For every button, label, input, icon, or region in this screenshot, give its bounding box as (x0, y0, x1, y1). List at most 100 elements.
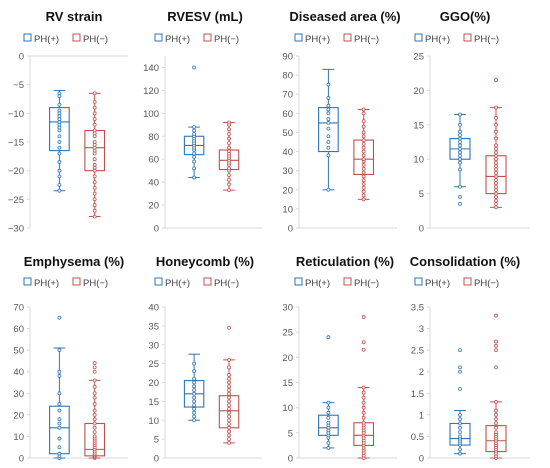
series-ph-pos (49, 315, 70, 460)
legend-swatch-neg (463, 277, 472, 286)
box-plot-panel: RV strain PH(+) PH(−) 0 −5 −10 −15 −20 −25 −30 (8, 9, 128, 235)
data-point (326, 134, 331, 139)
chart-legend: PH(+) PH(−) (154, 33, 239, 45)
y-tick-label: −20 (8, 166, 24, 177)
legend-swatch-neg (203, 277, 212, 286)
data-point (494, 181, 498, 186)
y-tick-label: 20 (148, 378, 159, 389)
legend-swatch-pos (23, 33, 32, 42)
outlier-point (192, 65, 197, 70)
series-ph-pos (183, 65, 205, 180)
data-point (227, 166, 231, 171)
data-point (92, 105, 97, 110)
data-point (326, 440, 331, 445)
data-point (227, 414, 231, 419)
series-ph-pos (49, 89, 70, 193)
y-tick-label: −5 (13, 80, 24, 91)
data-point (361, 395, 366, 400)
data-point (227, 376, 231, 381)
data-point (92, 395, 97, 400)
legend-swatch-neg (72, 277, 81, 286)
data-point (227, 395, 231, 400)
data-point (57, 348, 62, 353)
data-point (57, 160, 62, 164)
legend-swatch-pos (294, 277, 303, 286)
data-point (57, 391, 62, 396)
data-point (458, 160, 462, 165)
legend-label-pos: PH(+) (425, 34, 450, 45)
series-ph-pos (318, 335, 339, 450)
y-tick-label: 0 (19, 454, 24, 465)
y-tick-label: 30 (282, 166, 293, 177)
data-point (494, 129, 498, 134)
y-tick-label: 10 (413, 155, 424, 166)
data-point (192, 155, 197, 159)
y-tick-label: 30 (282, 303, 293, 314)
y-tick-label: 40 (148, 303, 159, 314)
data-point (192, 361, 197, 366)
data-point (361, 142, 366, 146)
y-tick-label: 20 (413, 86, 424, 97)
data-point (361, 178, 366, 183)
box-plot-panel: GGO(%) PH(+) PH(−) 0 5 10 15 20 25 (413, 9, 530, 235)
data-point (92, 91, 97, 96)
legend-label-neg: PH(−) (83, 34, 108, 45)
outlier-point (92, 361, 97, 365)
y-tick-label: 60 (148, 155, 159, 166)
chart-title: RV strain (46, 9, 103, 24)
y-tick-label: 50 (282, 128, 293, 139)
y-tick-label: 10 (13, 432, 24, 443)
y-tick-label: 0 (419, 454, 424, 465)
data-point (458, 430, 462, 435)
data-point (57, 128, 62, 133)
data-point (192, 166, 197, 171)
y-tick-label: 40 (148, 178, 159, 189)
y-tick-label: 10 (282, 204, 293, 215)
outlier-point (458, 348, 462, 353)
data-point (326, 140, 331, 144)
data-point (361, 166, 366, 171)
data-point (494, 430, 498, 435)
data-point (57, 168, 62, 173)
y-tick-label: 2.5 (411, 346, 424, 357)
data-point (92, 402, 97, 406)
data-point (361, 420, 366, 425)
y-tick-label: 3.5 (411, 303, 424, 314)
series-ph-neg (218, 325, 240, 445)
data-point (92, 122, 97, 127)
data-point (326, 120, 331, 125)
data-point (458, 417, 462, 422)
data-point (458, 150, 462, 155)
data-point (192, 391, 197, 396)
data-point (227, 391, 231, 396)
legend-label-neg: PH(−) (214, 278, 239, 289)
data-point (57, 445, 62, 450)
data-point (494, 171, 498, 175)
data-point (326, 103, 331, 108)
data-point (192, 399, 197, 404)
data-point (227, 365, 231, 370)
y-tick-label: −30 (8, 224, 24, 235)
data-point (92, 408, 97, 413)
data-point (92, 417, 97, 422)
legend-swatch-pos (414, 33, 423, 42)
data-point (458, 133, 462, 138)
data-point (494, 136, 498, 141)
data-point (57, 145, 62, 150)
data-point (92, 185, 97, 190)
data-point (361, 153, 366, 158)
data-point (326, 96, 331, 100)
legend-swatch-neg (463, 33, 472, 42)
data-point (192, 159, 197, 164)
data-point (361, 134, 366, 139)
outlier-point (494, 313, 498, 318)
data-point (361, 149, 366, 154)
data-point (227, 399, 231, 404)
data-point (458, 425, 462, 430)
data-point (92, 191, 97, 196)
data-point (57, 94, 62, 99)
data-point (227, 149, 231, 154)
legend-label-neg: PH(−) (214, 34, 239, 45)
data-point (192, 175, 197, 180)
box-plot-panel: Reticulation (%) PH(+) PH(−) 0 5 10 15 20 25 30 (282, 254, 397, 465)
